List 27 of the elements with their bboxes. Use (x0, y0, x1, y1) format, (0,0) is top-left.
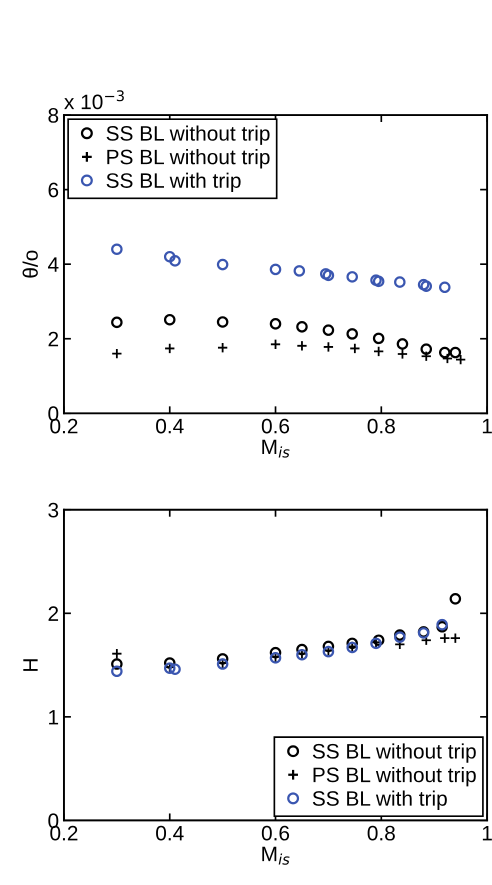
y-tick-label: 8 (48, 108, 58, 123)
x-tick-label: 0.8 (368, 418, 395, 434)
x-axis-title: M$_{is}$ (262, 440, 290, 458)
legend-label: SS BL without trip (106, 125, 270, 145)
legend-label: PS BL without trip (107, 149, 270, 168)
legend-label: SS BL with trip (106, 172, 241, 192)
x-tick-label: 0.8 (368, 826, 395, 841)
text: x 10$^{−3}$ (64, 90, 124, 110)
legend-label: PS BL without trip (314, 766, 476, 786)
legend-label: SS BL without trip (312, 743, 476, 763)
x-tick-label: 1 (482, 418, 492, 434)
y-tick-label: 6 (48, 182, 58, 198)
x-tick-label: 0.4 (156, 826, 184, 841)
x-axis-title: M$_{is}$ (262, 846, 290, 865)
x-tick-label: 1 (482, 826, 492, 840)
legend-label: SS BL with trip (312, 790, 447, 810)
y-tick-label: 2 (48, 332, 58, 346)
y-tick-label: 4 (48, 257, 58, 272)
y-axis-title: H (23, 659, 38, 671)
y-tick-label: 2 (48, 606, 58, 621)
y-tick-label: 1 (49, 710, 58, 724)
x-tick-label: 0.6 (262, 826, 290, 841)
x-tick-label: 0.6 (262, 418, 290, 434)
x-tick-label: 0.4 (156, 418, 184, 434)
y-axis-title: θ/o (22, 250, 38, 278)
x-tick-label: 0.2 (50, 418, 78, 434)
y-tick-label: 3 (48, 502, 58, 518)
